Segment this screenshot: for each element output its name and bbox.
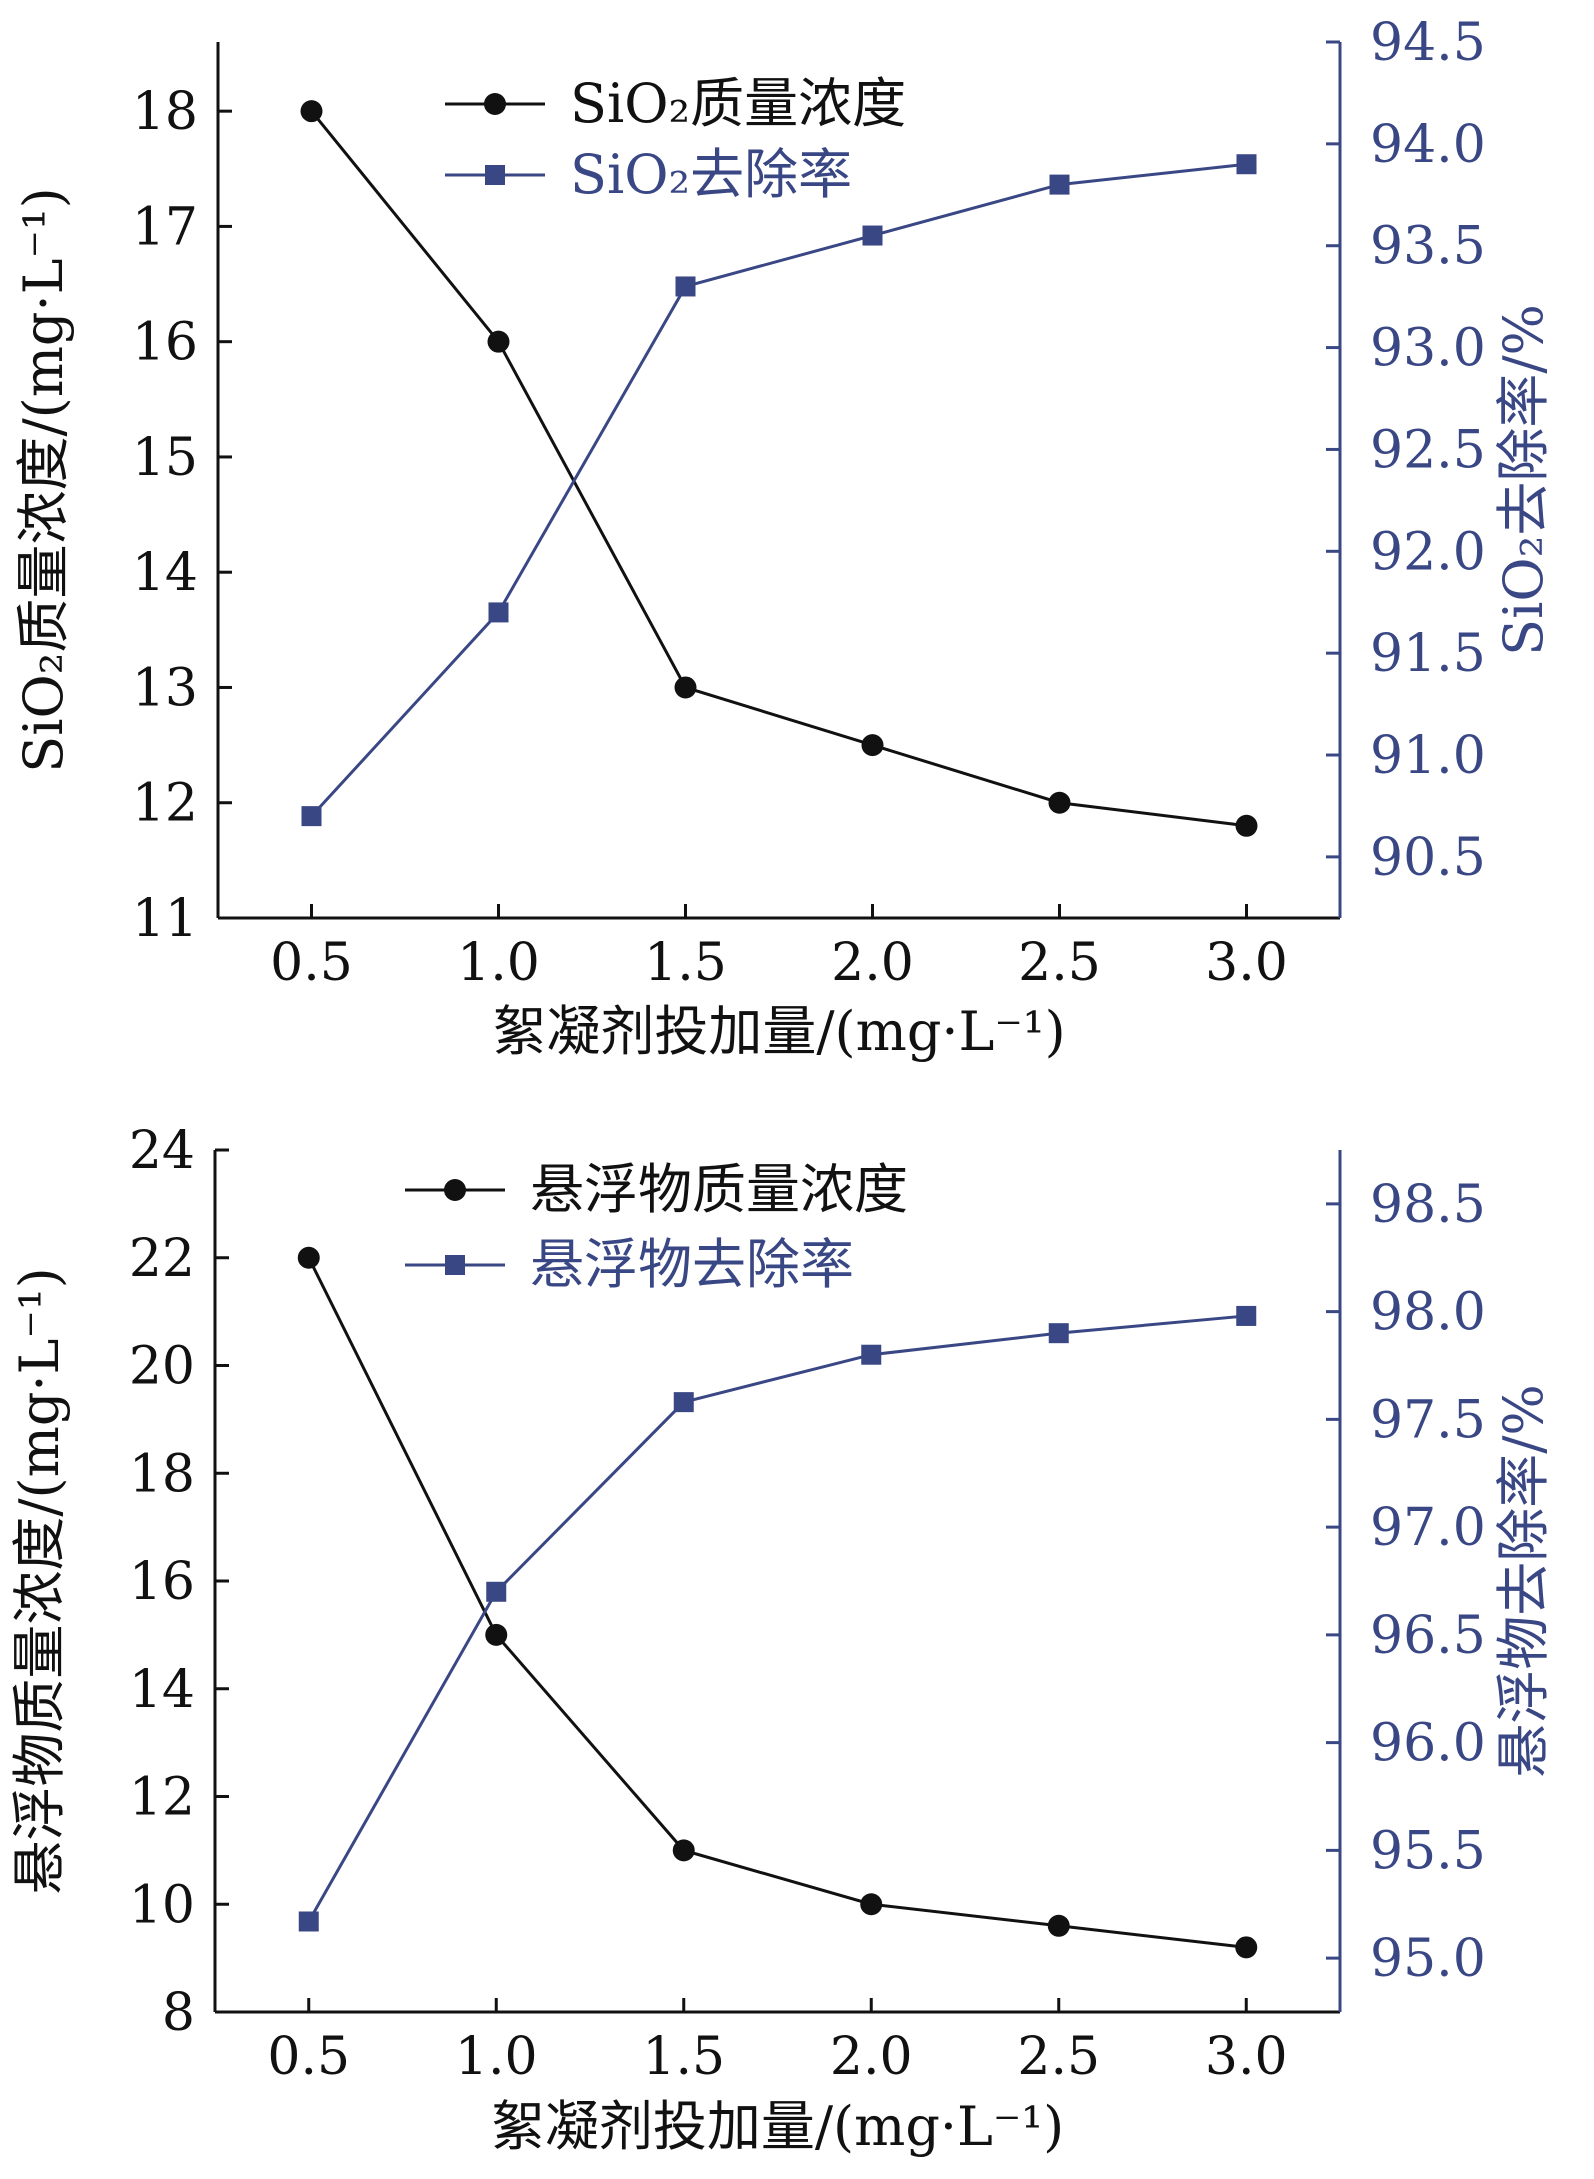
data-point-circle xyxy=(487,330,510,353)
chart-panel-1: 0.5 1.0 1.5 2.0 2.5 3.0 11 12 13 14 15 16 17 18 90.5 91… xyxy=(12,13,1555,1063)
x-axis-label: 絮凝剂投加量/(mg·L⁻¹) xyxy=(492,1000,1065,1063)
right-y-tick-label: 96.0 xyxy=(1370,1714,1486,1774)
right-y-axis-label: SiO₂去除率/% xyxy=(1492,304,1555,656)
x-tick-label: 0.5 xyxy=(270,933,353,993)
right-y-tick-label: 95.0 xyxy=(1370,1929,1486,1989)
x-tick-label: 3.0 xyxy=(1205,933,1288,993)
data-point-circle xyxy=(300,100,323,123)
left-y-tick-label: 13 xyxy=(132,658,198,718)
right-y-tick-label: 92.0 xyxy=(1370,522,1486,582)
right-y-tick-label: 98.0 xyxy=(1370,1283,1486,1343)
data-point-square xyxy=(1049,174,1070,195)
data-point-square xyxy=(862,225,883,246)
data-point-square xyxy=(673,1392,694,1413)
left-y-tick-label: 18 xyxy=(132,82,198,142)
data-point-circle xyxy=(485,1623,508,1646)
data-point-circle xyxy=(297,1246,320,1269)
data-point-square xyxy=(1236,154,1257,175)
legend-label: SiO₂去除率 xyxy=(570,143,852,206)
data-point-square xyxy=(1048,1323,1069,1344)
x-tick-label: 2.5 xyxy=(1017,2027,1100,2087)
x-tick-label: 1.5 xyxy=(642,2027,725,2087)
series-line-2 xyxy=(307,1314,1247,1923)
right-y-tick-label: 94.5 xyxy=(1370,13,1486,73)
right-y-tick-label: 92.5 xyxy=(1370,420,1486,480)
data-point-square xyxy=(1236,1305,1257,1326)
series-line-1 xyxy=(307,1257,1247,1949)
left-y-tick-label: 17 xyxy=(132,197,198,257)
left-y-tick-label: 16 xyxy=(132,313,198,373)
x-tick-label: 2.0 xyxy=(831,933,914,993)
data-point-circle xyxy=(860,1893,883,1916)
legend-marker-circle xyxy=(444,1179,466,1201)
x-tick-label: 3.0 xyxy=(1205,2027,1288,2087)
left-y-tick-label: 22 xyxy=(129,1229,195,1289)
legend-marker-square xyxy=(485,165,505,185)
right-y-tick-label: 98.5 xyxy=(1370,1175,1486,1235)
data-point-circle xyxy=(1047,1914,1070,1937)
left-y-tick-label: 11 xyxy=(132,889,198,949)
right-y-tick-label: 91.0 xyxy=(1370,726,1486,786)
right-y-tick-label: 93.5 xyxy=(1370,217,1486,277)
x-tick-label: 1.0 xyxy=(457,933,540,993)
left-y-axis-label: 悬浮物质量浓度/(mg·L⁻¹) xyxy=(8,1267,71,1894)
data-point-circle xyxy=(1235,1936,1258,1959)
right-y-tick-label: 97.0 xyxy=(1370,1498,1486,1558)
legend-marker-circle xyxy=(484,93,506,115)
left-y-tick-label: 12 xyxy=(129,1768,195,1828)
series-line-1 xyxy=(310,110,1247,828)
left-y-tick-label: 15 xyxy=(132,428,198,488)
right-y-tick-label: 93.0 xyxy=(1370,319,1486,379)
data-point-square xyxy=(861,1344,882,1365)
x-tick-label: 2.5 xyxy=(1018,933,1101,993)
chart-panel-2: 0.5 1.0 1.5 2.0 2.5 3.0 8 10 12 14 16 18 20 22 24 95.0 9… xyxy=(8,1121,1555,2158)
legend-marker-square xyxy=(445,1255,465,1275)
data-point-circle xyxy=(861,734,884,757)
left-y-tick-label: 8 xyxy=(162,1983,195,2043)
right-y-tick-label: 97.5 xyxy=(1370,1390,1486,1450)
right-y-tick-label: 91.5 xyxy=(1370,624,1486,684)
left-y-tick-label: 20 xyxy=(129,1337,195,1397)
data-point-square xyxy=(298,1911,319,1932)
left-y-tick-label: 12 xyxy=(132,774,198,834)
legend-label: 悬浮物质量浓度 xyxy=(530,1158,908,1221)
data-point-square xyxy=(301,806,322,827)
x-tick-label: 2.0 xyxy=(830,2027,913,2087)
right-y-tick-label: 94.0 xyxy=(1370,115,1486,175)
data-point-square xyxy=(488,602,509,623)
right-y-tick-label: 96.5 xyxy=(1370,1606,1486,1666)
right-y-axis-label: 悬浮物去除率/% xyxy=(1492,1384,1555,1778)
legend-label: 悬浮物去除率 xyxy=(530,1233,854,1296)
data-point-circle xyxy=(1048,791,1071,814)
data-point-circle xyxy=(672,1839,695,1862)
left-y-tick-label: 18 xyxy=(129,1444,195,1504)
left-y-tick-label: 10 xyxy=(129,1875,195,1935)
left-y-tick-label: 16 xyxy=(129,1552,195,1612)
left-y-axis-label: SiO₂质量浓度/(mg·L⁻¹) xyxy=(12,187,75,772)
x-tick-label: 1.5 xyxy=(644,933,727,993)
left-y-tick-label: 24 xyxy=(129,1121,195,1181)
series-line-2 xyxy=(310,162,1247,818)
legend-label: SiO₂质量浓度 xyxy=(570,72,906,135)
left-y-tick-label: 14 xyxy=(132,543,198,603)
right-y-tick-label: 95.5 xyxy=(1370,1821,1486,1881)
left-y-tick-label: 14 xyxy=(129,1660,195,1720)
right-y-tick-label: 90.5 xyxy=(1370,828,1486,888)
data-point-square xyxy=(486,1581,507,1602)
data-point-square xyxy=(675,276,696,297)
x-tick-label: 0.5 xyxy=(267,2027,350,2087)
data-point-circle xyxy=(674,676,697,699)
x-tick-label: 1.0 xyxy=(455,2027,538,2087)
x-axis-label: 絮凝剂投加量/(mg·L⁻¹) xyxy=(491,2095,1064,2158)
data-point-circle xyxy=(1235,814,1258,837)
